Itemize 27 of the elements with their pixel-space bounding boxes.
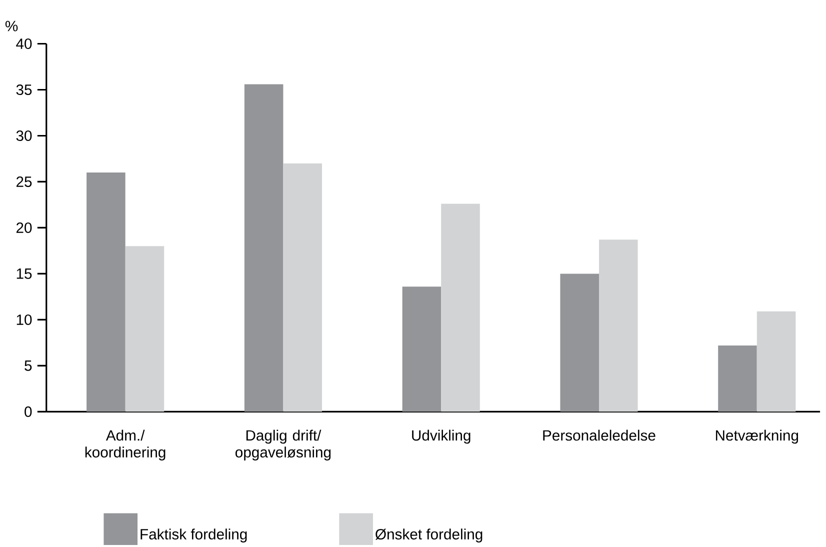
bar [560,274,599,412]
bar [718,345,757,412]
x-tick-label: Daglig drift/ opgaveløsning [236,430,331,460]
bar [402,286,442,412]
y-tick-label: 35 [16,84,32,95]
bar [441,204,480,412]
x-tick-label: Personaleledelse [543,430,656,441]
y-tick-label: 30 [16,130,32,141]
y-tick-label: 5 [24,360,32,371]
legend-label: Ønsket fordeling [375,528,482,542]
bar [756,311,796,412]
x-tick-label: Udvikling [412,430,470,444]
legend-label: Faktisk fordeling [140,528,247,542]
bar [86,172,126,412]
y-axis-title: % [5,20,18,32]
y-tick-label: 20 [16,222,32,233]
y-tick-label: 10 [16,314,32,325]
y-tick-label: 15 [16,268,32,279]
y-tick-label: 0 [24,406,32,417]
x-tick-label: Netværkning [716,430,798,444]
bar [244,84,284,412]
bar [598,240,638,412]
y-tick-label: 40 [16,38,32,50]
bar [283,163,322,412]
bar [125,246,164,412]
y-tick-label: 25 [16,176,32,187]
x-tick-label: Adm./ koordinering [85,430,166,460]
